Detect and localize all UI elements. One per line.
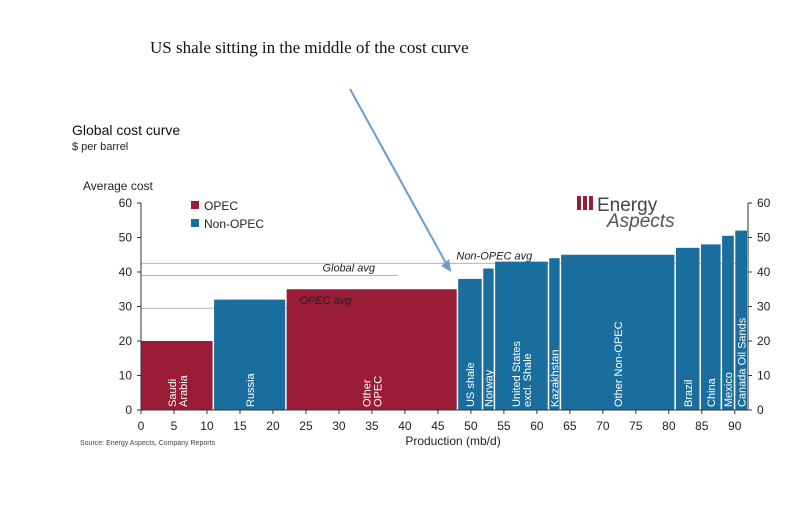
x-tick-label: 85	[695, 419, 709, 433]
legend-entry: OPEC	[204, 199, 238, 213]
y-tick-label: 10	[119, 369, 133, 383]
annotation-arrow	[349, 88, 452, 272]
x-axis-title: Production (mb/d)	[405, 434, 500, 448]
bar-label: United States	[511, 340, 523, 407]
x-tick-label: 65	[563, 419, 577, 433]
bar-label: excl. Shale	[522, 353, 534, 407]
bars: Saudi Arabia Russia Other OPEC US shale Norway…	[141, 230, 748, 410]
logo-bar-icon	[583, 196, 587, 210]
bar-label: Other Non-OPEC	[613, 321, 625, 407]
y-tick-label-right: 50	[757, 231, 771, 245]
legend-swatch	[191, 219, 199, 227]
bar-label: Mexico	[723, 372, 735, 407]
y-tick-label: 60	[119, 196, 133, 210]
legend-swatch	[191, 201, 199, 209]
legend-entry: Non-OPEC	[204, 217, 264, 231]
legend: OPEC Non-OPEC	[191, 199, 264, 231]
x-tick-label: 40	[398, 419, 412, 433]
x-tick-label: 30	[332, 419, 346, 433]
bar-label: Arabia	[178, 374, 190, 407]
x-tick-label: 55	[497, 419, 511, 433]
logo-bar-icon	[577, 196, 581, 210]
bar	[675, 247, 700, 410]
bar-label: US shale	[465, 362, 477, 407]
reference-label: Non-OPEC avg	[456, 250, 533, 262]
y-tick-label-right: 10	[757, 369, 771, 383]
bar-label: Kazakhstan	[550, 350, 562, 407]
y-tick-label-right: 20	[757, 334, 771, 348]
bar	[561, 254, 675, 410]
bar	[735, 230, 747, 410]
bar	[214, 299, 286, 410]
x-tick-label: 15	[233, 419, 247, 433]
bar-label: Canada Oil Sands	[736, 317, 748, 407]
x-tick-label: 0	[138, 419, 145, 433]
bar-label: China	[706, 377, 718, 407]
reference-label: Global avg	[322, 262, 375, 274]
x-tick-label: 10	[200, 419, 214, 433]
x-tick-label: 45	[431, 419, 445, 433]
x-tick-label: 70	[596, 419, 610, 433]
logo-bar-icon	[589, 196, 593, 210]
bar	[483, 268, 494, 410]
y-tick-label-right: 0	[757, 403, 764, 417]
x-tick-label: 90	[728, 419, 742, 433]
bar-label: Saudi	[167, 379, 179, 407]
x-tick-label: 20	[266, 419, 280, 433]
logo-text-line2: Aspects	[606, 211, 675, 232]
x-tick-label: 80	[662, 419, 676, 433]
bar-label: OPEC	[372, 376, 384, 407]
x-tick-label: 35	[365, 419, 379, 433]
source-note: Source: Energy Aspects, Company Reports	[80, 440, 216, 447]
bar-label: Russia	[245, 372, 257, 407]
bar	[722, 235, 734, 410]
annotation-arrow-head	[441, 259, 452, 272]
headline: US shale sitting in the middle of the co…	[150, 38, 469, 57]
y-axis-title: Average cost	[83, 179, 153, 193]
y-tick-label-right: 40	[757, 265, 771, 279]
x-tick-label: 50	[464, 419, 478, 433]
chart-title: Global cost curve	[72, 122, 181, 138]
y-tick-label: 30	[119, 300, 133, 314]
y-tick-label-right: 30	[757, 300, 771, 314]
y-tick-label: 50	[119, 231, 133, 245]
y-tick-label: 0	[125, 403, 132, 417]
x-tick-label: 5	[171, 419, 178, 433]
reference-labels: Non-OPEC avg Global avg OPEC avg	[299, 250, 533, 307]
chart-subtitle: $ per barrel	[72, 141, 129, 153]
bar	[700, 244, 721, 410]
x-tick-label: 25	[299, 419, 313, 433]
bar	[549, 258, 560, 410]
bar-label: Brazil	[683, 379, 695, 407]
y-tick-label: 40	[119, 265, 133, 279]
y-tick-label-right: 60	[757, 196, 771, 210]
bar-label: Other	[361, 379, 373, 407]
bar-label: Norway	[484, 369, 496, 407]
reference-label: OPEC avg	[299, 295, 352, 307]
logo-text-line1: Energy	[597, 195, 658, 216]
bar	[495, 261, 548, 410]
x-tick-label: 75	[629, 419, 643, 433]
bar	[458, 278, 482, 410]
bar	[286, 289, 457, 410]
bar	[141, 341, 213, 410]
annotation-arrow-shaft	[349, 88, 449, 268]
y-tick-label: 20	[119, 334, 133, 348]
x-tick-label: 60	[530, 419, 544, 433]
